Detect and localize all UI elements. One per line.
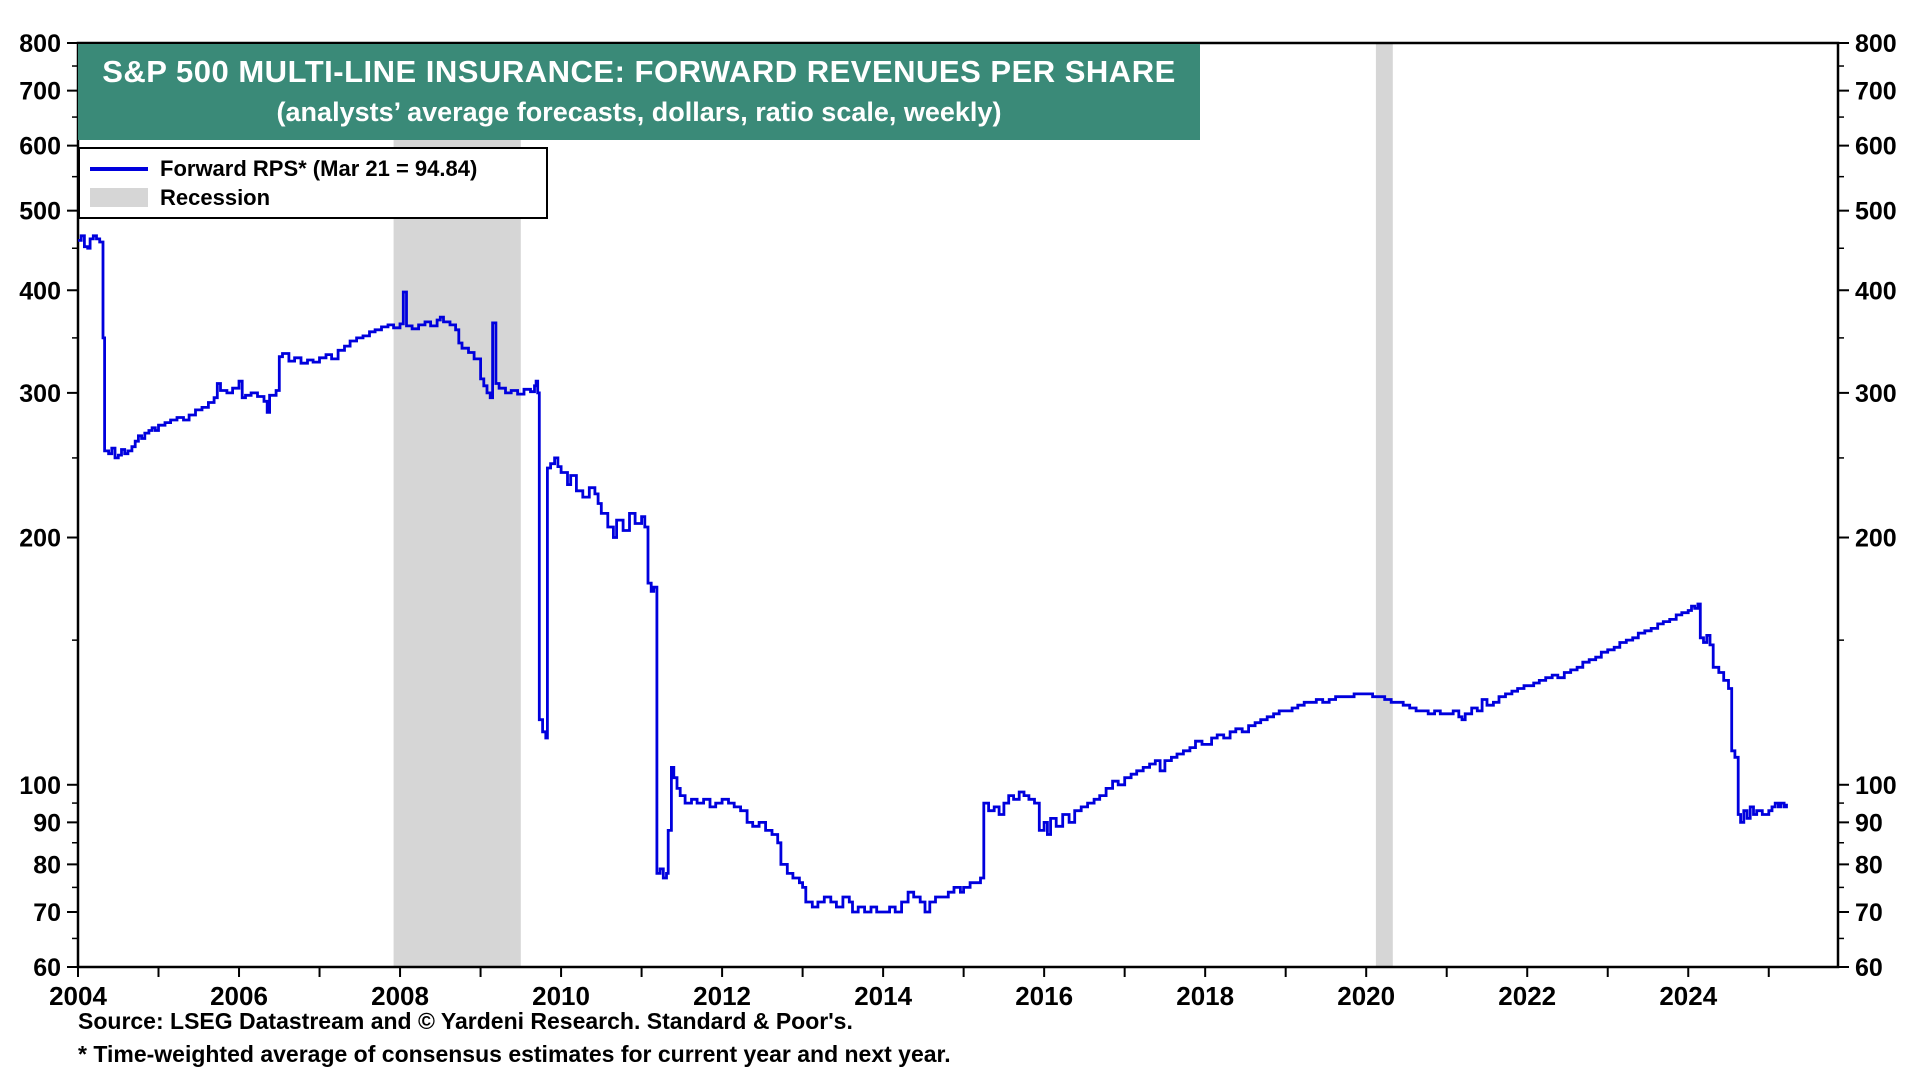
y-axis-label-left: 600 [19,133,61,161]
chart-subtitle: (analysts’ average forecasts, dollars, r… [276,97,1002,127]
y-axis-label-left: 60 [33,954,61,982]
y-axis-label-left: 200 [19,525,61,553]
y-axis-label-right: 200 [1855,525,1897,553]
x-axis-label: 2004 [49,981,107,1011]
y-axis-label-right: 300 [1855,380,1897,408]
x-axis-label: 2010 [532,981,590,1011]
legend-row-series: Forward RPS* (Mar 21 = 94.84) [90,154,536,183]
legend-row-recession: Recession [90,183,536,212]
y-axis-label-left: 700 [19,78,61,106]
plot-border [76,41,1840,969]
legend-box: Forward RPS* (Mar 21 = 94.84) Recession [78,147,548,219]
y-axis-label-right: 400 [1855,277,1897,305]
legend-recession-label: Recession [160,184,271,210]
y-axis-label-left: 800 [19,30,61,58]
legend-series-label: Forward RPS* (Mar 21 = 94.84) [160,155,478,181]
x-axis-label: 2012 [693,981,751,1011]
y-axis-label-right: 600 [1855,133,1897,161]
y-axis-label-left: 80 [33,851,61,879]
x-axis-label: 2018 [1176,981,1234,1011]
y-axis-label-right: 60 [1855,954,1883,982]
x-axis-label: 2008 [371,981,429,1011]
source-note: Source: LSEG Datastream and © Yardeni Re… [78,1008,853,1034]
x-axis-label: 2016 [1015,981,1073,1011]
y-axis-label-left: 90 [33,809,61,837]
y-axis-label-right: 700 [1855,78,1897,106]
x-axis-label: 2022 [1498,981,1556,1011]
y-axis-label-right: 100 [1855,772,1897,800]
y-axis-label-left: 300 [19,380,61,408]
series-line-swatch-icon [90,166,148,171]
recession-band [1375,43,1393,967]
y-axis-label-left: 100 [19,772,61,800]
y-axis-label-right: 90 [1855,809,1883,837]
x-axis-label: 2020 [1337,981,1395,1011]
y-axis-label-left: 400 [19,277,61,305]
chart-title-box: S&P 500 MULTI-LINE INSURANCE: FORWARD RE… [78,44,1200,140]
x-axis-label: 2006 [210,981,268,1011]
x-axis-label: 2014 [854,981,912,1011]
y-axis-label-left: 70 [33,899,61,927]
recession-band-swatch-icon [90,188,148,207]
y-axis-label-right: 800 [1855,30,1897,58]
forward-rps-line [78,234,1788,914]
x-axis-label: 2024 [1659,981,1717,1011]
footnote: * Time-weighted average of consensus est… [78,1041,951,1067]
y-axis-label-right: 80 [1855,851,1883,879]
y-axis-label-left: 500 [19,198,61,226]
chart-title: S&P 500 MULTI-LINE INSURANCE: FORWARD RE… [102,54,1176,89]
y-axis-label-right: 500 [1855,198,1897,226]
y-axis-label-right: 70 [1855,899,1883,927]
